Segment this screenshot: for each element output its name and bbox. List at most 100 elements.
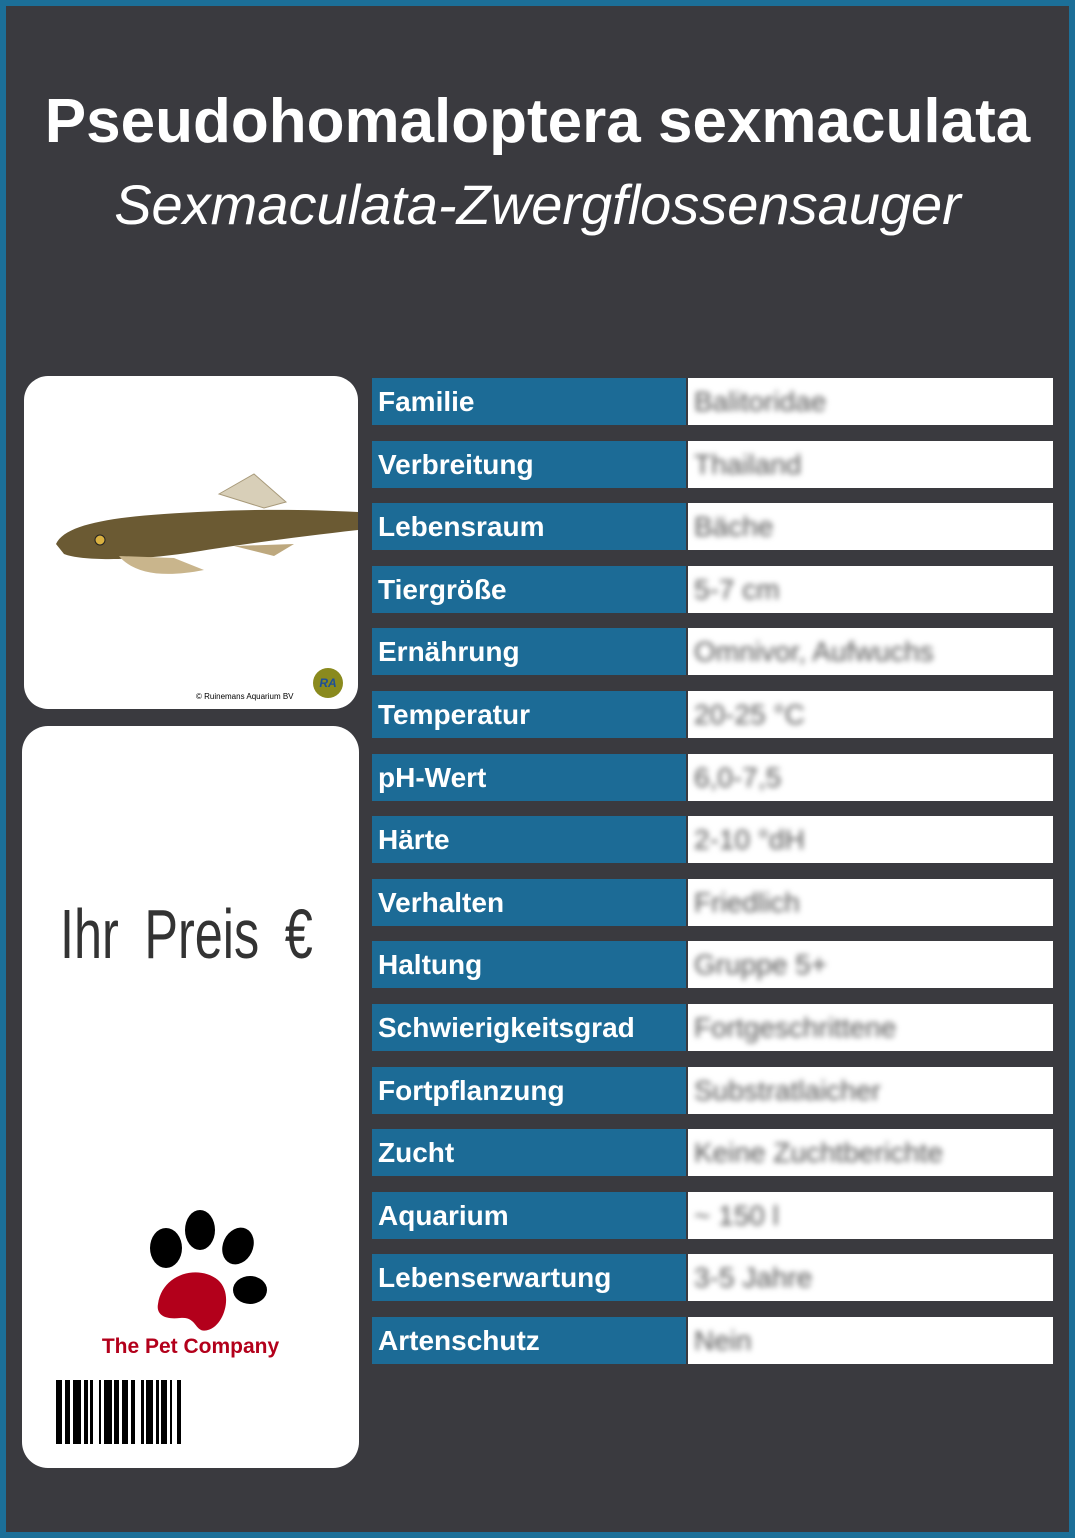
fact-label: Fortpflanzung [372,1066,686,1114]
fact-value: Substratlaicher [688,1066,1053,1114]
table-row: Zucht Keine Zuchtberichte [372,1129,1053,1177]
barcode-bar [144,1380,146,1444]
fact-value: 3-5 Jahre [688,1254,1053,1302]
barcode-bar [167,1380,170,1444]
barcode-bar [146,1380,153,1444]
fact-label: Aquarium [372,1191,686,1239]
barcode-bar [73,1380,81,1444]
fact-value: Thailand [688,440,1053,488]
barcode-bar [70,1380,73,1444]
barcode-bar [99,1380,101,1444]
fact-value: Keine Zuchtberichte [688,1129,1053,1177]
barcode-bar [156,1380,159,1444]
table-row: Temperatur 20-25 °C [372,690,1053,738]
fact-value-text: 6,0-7,5 [694,761,782,793]
table-row: Ernährung Omnivor, Aufwuchs [372,628,1053,676]
table-row: Lebensraum Bäche [372,503,1053,551]
table-row: Fortpflanzung Substratlaicher [372,1066,1053,1114]
fact-label: Haltung [372,941,686,989]
fact-label: Lebenserwartung [372,1254,686,1302]
fact-value: 2-10 °dH [688,816,1053,864]
barcode-bar [90,1380,93,1444]
fact-value: Fortgeschrittene [688,1003,1053,1051]
fact-label: Schwierigkeitsgrad [372,1003,686,1051]
table-row: Härte 2-10 °dH [372,816,1053,864]
price-label: Ihr Preis € [60,895,313,973]
barcode-bar [101,1380,104,1444]
fact-value-text: ~ 150 l [694,1199,779,1231]
fact-value-text: Friedlich [694,886,800,918]
barcode-bar [81,1380,84,1444]
table-row: Verhalten Friedlich [372,878,1053,926]
fact-value: Omnivor, Aufwuchs [688,628,1053,676]
species-title: Pseudohomaloptera sexmaculata [44,87,1031,156]
barcode-bar [170,1380,172,1444]
price-card: Ihr Preis € The Pet Company [22,726,359,1468]
barcode-bar [119,1380,122,1444]
species-facts-table: Familie Balitoridae Verbreitung Thailand Leb… [372,378,1053,1380]
barcode-bar [122,1380,128,1444]
table-row: Tiergröße 5-7 cm [372,565,1053,613]
fact-label: Familie [372,378,686,425]
fact-label: pH-Wert [372,753,686,801]
barcode-bar [104,1380,112,1444]
table-row: Haltung Gruppe 5+ [372,941,1053,989]
barcode-bar [161,1380,167,1444]
fact-value-text: 20-25 °C [694,698,805,730]
fact-value: ~ 150 l [688,1191,1053,1239]
barcode-bar [172,1380,177,1444]
fact-value-text: Substratlaicher [694,1074,881,1106]
fact-label: Ernährung [372,628,686,676]
fish-image [56,473,358,574]
barcode-bar [62,1380,65,1444]
fact-value: 6,0-7,5 [688,753,1053,801]
table-row: Lebenserwartung 3-5 Jahre [372,1254,1053,1302]
barcode [56,1380,181,1444]
fact-label: Verhalten [372,878,686,926]
paw-logo-icon [150,1210,267,1331]
table-row: Verbreitung Thailand [372,440,1053,488]
table-row: pH-Wert 6,0-7,5 [372,753,1053,801]
barcode-bar [135,1380,141,1444]
barcode-bar [114,1380,119,1444]
fact-label: Zucht [372,1129,686,1177]
barcode-bar [93,1380,99,1444]
fact-value-text: Omnivor, Aufwuchs [694,636,934,668]
logo-text: RA [319,676,337,690]
fact-value: Friedlich [688,878,1053,926]
fact-value-text: 3-5 Jahre [694,1262,813,1294]
fact-value: 5-7 cm [688,565,1053,613]
common-name: Sexmaculata-Zwergflossensauger [114,173,961,236]
fact-value: Nein [688,1316,1053,1364]
fact-value: Balitoridae [688,378,1053,425]
brand-name: The Pet Company [101,1335,280,1358]
barcode-bar [177,1380,181,1444]
fact-value-text: Fortgeschrittene [694,1011,897,1043]
fact-label: Verbreitung [372,440,686,488]
fish-photo-card [24,376,358,709]
fact-value: Gruppe 5+ [688,941,1053,989]
fact-value-text: Balitoridae [694,386,827,417]
fact-value-text: Bäche [694,511,774,543]
fact-label: Tiergröße [372,565,686,613]
barcode-bar [112,1380,114,1444]
barcode-bar [159,1380,161,1444]
table-row: Artenschutz Nein [372,1316,1053,1364]
barcode-bar [84,1380,88,1444]
barcode-bar [128,1380,131,1444]
barcode-bar [65,1380,70,1444]
barcode-bar [56,1380,62,1444]
fact-value-text: Thailand [694,448,802,480]
fact-value-text: 2-10 °dH [694,824,805,856]
fact-value-text: Gruppe 5+ [694,949,828,981]
fact-label: Temperatur [372,690,686,738]
table-row: Schwierigkeitsgrad Fortgeschrittene [372,1003,1053,1051]
photo-credit: © Ruinemans Aquarium BV [196,692,294,701]
fact-label: Artenschutz [372,1316,686,1364]
ruinemans-logo: RA [313,668,343,698]
barcode-bar [153,1380,156,1444]
table-row: Familie Balitoridae [372,378,1053,425]
fact-value: 20-25 °C [688,690,1053,738]
barcode-bar [88,1380,90,1444]
fact-value-text: 5-7 cm [694,573,780,605]
